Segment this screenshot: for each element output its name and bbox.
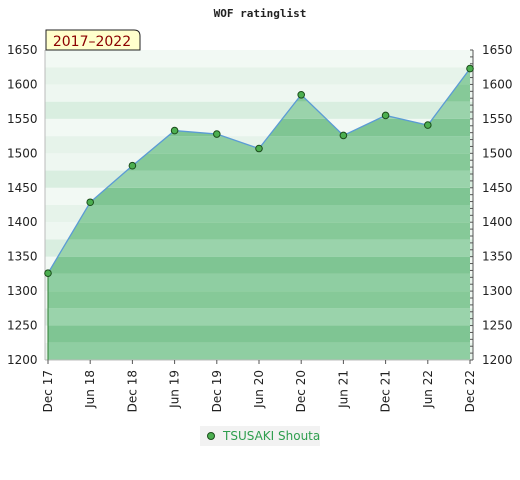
bg-band <box>45 67 473 85</box>
x-tick-label: Dec 20 <box>294 370 308 412</box>
x-tick-label: Dec 18 <box>125 370 139 412</box>
data-point <box>424 121 432 129</box>
data-point <box>297 90 306 99</box>
bg-band <box>45 84 473 102</box>
y-tick-label-right: 1400 <box>482 215 513 229</box>
y-tick-label-left: 1200 <box>7 353 38 367</box>
legend-label: TSUSAKI Shouta <box>222 429 320 443</box>
y-tick-label-right: 1450 <box>482 181 513 195</box>
period-box: 2017–2022 <box>45 29 141 51</box>
y-tick-label-right: 1550 <box>482 112 513 126</box>
data-point <box>44 269 52 278</box>
y-tick-label-right: 1350 <box>482 250 513 264</box>
x-tick-label: Jun 21 <box>336 370 350 409</box>
area-band <box>48 170 470 188</box>
series-points <box>44 64 474 278</box>
data-point <box>466 64 474 73</box>
bg-band <box>45 101 473 119</box>
x-tick-label: Jun 20 <box>252 370 266 409</box>
y-tick-label-right: 1200 <box>482 353 513 367</box>
y-axis-left: 1200 1250 1300 1350 1400 1450 1500 1550 1600 1650 <box>7 43 38 367</box>
x-tick-label: Jun 18 <box>83 370 97 409</box>
area-band <box>48 308 470 326</box>
area-band <box>48 153 470 171</box>
y-tick-label-left: 1600 <box>7 77 38 91</box>
area-band <box>48 256 470 274</box>
y-tick-label-right: 1300 <box>482 284 513 298</box>
chart-title: WOF ratinglist <box>214 7 307 20</box>
data-point <box>255 144 263 153</box>
y-tick-label-left: 1650 <box>7 43 38 57</box>
x-axis: Dec 17 Jun 18 Dec 18 Jun 19 Dec 19 Jun 20 Dec … <box>41 360 477 412</box>
y-tick-label-left: 1250 <box>7 319 38 333</box>
data-point <box>339 131 348 140</box>
data-point <box>213 130 221 138</box>
data-point <box>86 198 94 207</box>
area-band <box>48 342 470 360</box>
area-band <box>48 291 470 309</box>
y-tick-label-left: 1500 <box>7 146 38 160</box>
period-label: 2017–2022 <box>53 34 131 50</box>
y-tick-label-left: 1450 <box>7 181 38 195</box>
y-tick-label-left: 1550 <box>7 112 38 126</box>
x-tick-label: Jun 19 <box>168 370 182 409</box>
data-point <box>170 126 179 135</box>
y-tick-label-right: 1650 <box>482 43 513 57</box>
y-tick-label-right: 1500 <box>482 146 513 160</box>
y-tick-label-right: 1250 <box>482 319 513 333</box>
y-axis-right: 1200 1250 1300 1350 1400 1450 1500 1550 1600 1650 <box>482 43 513 367</box>
legend-marker <box>207 432 215 440</box>
data-point <box>128 161 137 170</box>
x-tick-label: Dec 21 <box>379 370 393 412</box>
legend[interactable]: TSUSAKI Shouta <box>200 426 320 446</box>
area-band <box>48 239 470 257</box>
x-tick-label: Dec 17 <box>41 370 55 412</box>
area-band <box>48 187 470 205</box>
data-point <box>381 111 390 120</box>
area-band <box>48 273 470 292</box>
area-band <box>48 222 470 240</box>
y-tick-label-left: 1350 <box>7 250 38 264</box>
x-tick-label: Dec 22 <box>463 370 477 412</box>
x-tick-label: Jun 22 <box>421 370 435 409</box>
y-tick-label-left: 1400 <box>7 215 38 229</box>
x-tick-label: Dec 19 <box>210 370 224 412</box>
y-tick-label-left: 1300 <box>7 284 38 298</box>
bg-band <box>45 50 473 68</box>
area-band <box>48 205 470 223</box>
area-band <box>48 325 470 343</box>
y-tick-label-right: 1600 <box>482 77 513 91</box>
